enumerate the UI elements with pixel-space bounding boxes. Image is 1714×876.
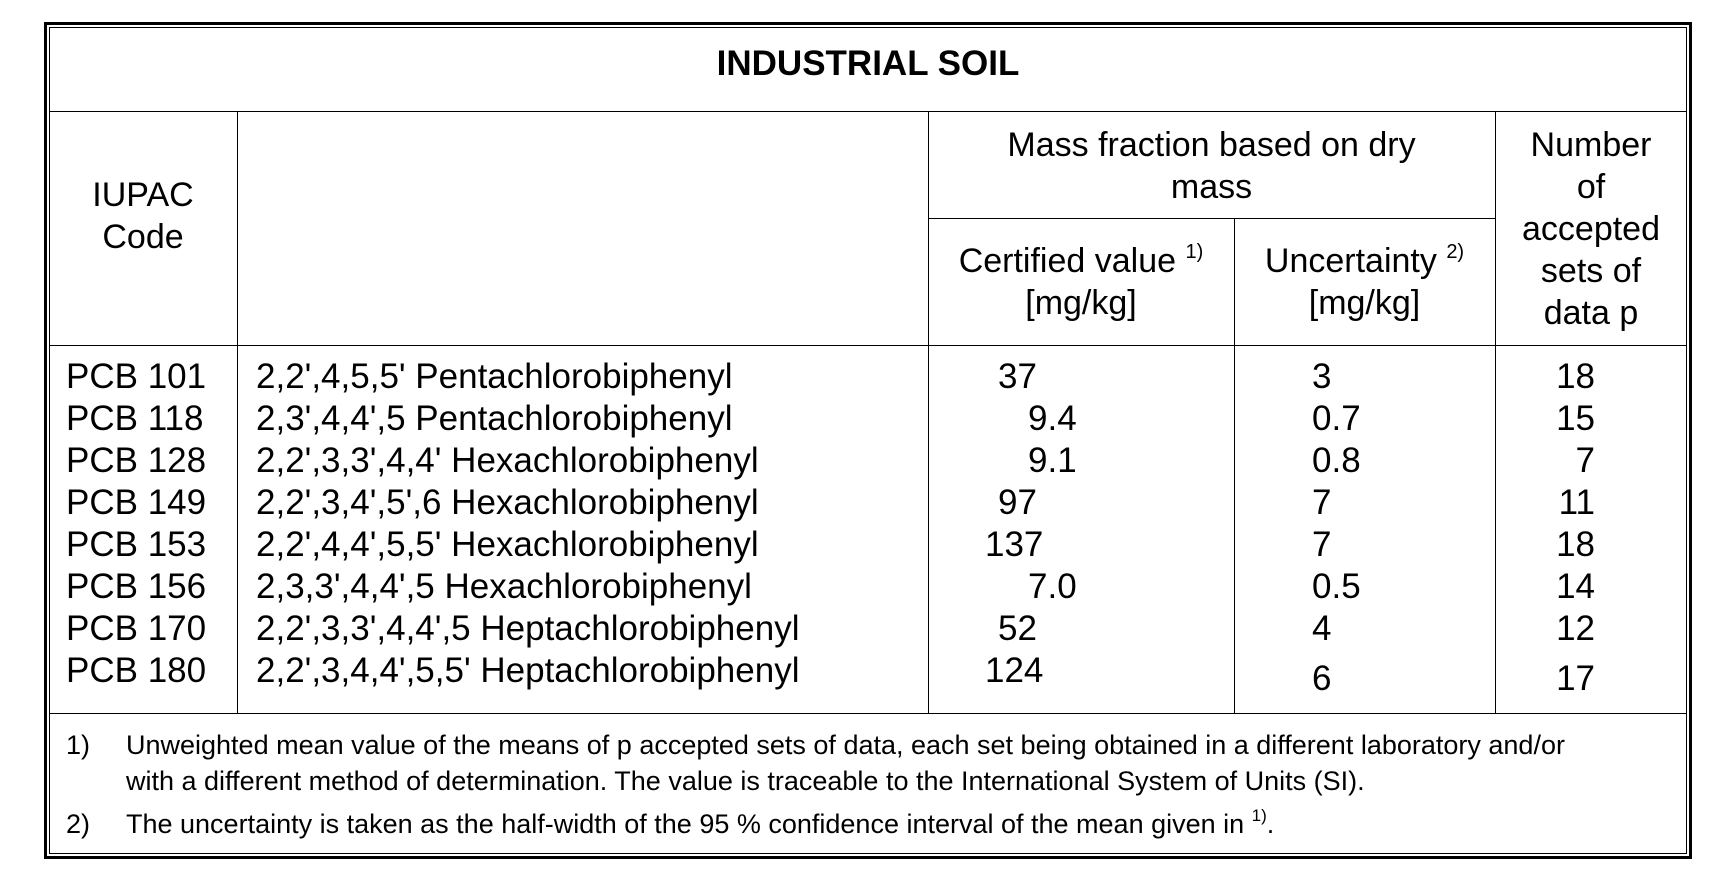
row-count: 7 xyxy=(1575,441,1595,480)
row-code: PCB 128 xyxy=(66,441,207,480)
header-certified-unit: [mg/kg] xyxy=(1025,284,1137,322)
row-count: 17 xyxy=(1556,659,1595,698)
row-compound-name: 2,2',3,4,4',5,5' Heptachlorobiphenyl xyxy=(256,651,800,690)
col-rule-code xyxy=(237,111,238,714)
footnote-2-text: The uncertainty is taken as the half-wid… xyxy=(126,806,1274,842)
header-iupac-line1: IUPAC xyxy=(92,176,194,214)
col-rule-name xyxy=(928,111,929,714)
header-iupac-line2: Code xyxy=(102,218,184,256)
row-uncertainty: 0.7 xyxy=(1312,399,1361,438)
header-certified-value: Certified value 1) [mg/kg] xyxy=(928,240,1234,324)
header-iupac-code: IUPAC Code xyxy=(49,174,237,258)
row-code: PCB 101 xyxy=(66,357,207,396)
header-number-line3: accepted xyxy=(1522,210,1660,248)
row-uncertainty: 3 xyxy=(1312,357,1332,396)
row-count: 12 xyxy=(1556,609,1595,648)
rule-below-mass-fraction xyxy=(928,218,1495,219)
row-certified-value: 37 xyxy=(998,357,1037,396)
row-certified-value: 137 xyxy=(985,525,1044,564)
header-number-line2: of xyxy=(1576,168,1606,206)
header-number-line5: data p xyxy=(1543,294,1639,332)
row-certified-value: 9.1 xyxy=(1028,441,1077,480)
row-compound-name: 2,2',3,4',5',6 Hexachlorobiphenyl xyxy=(256,483,759,522)
footnote-1-line1: Unweighted mean value of the means of p … xyxy=(126,730,1565,760)
rule-below-header xyxy=(49,345,1687,346)
table-outer-border xyxy=(44,22,1692,859)
rule-below-title xyxy=(49,111,1687,112)
row-code: PCB 180 xyxy=(66,651,207,690)
row-code: PCB 170 xyxy=(66,609,207,648)
row-compound-name: 2,3,3',4,4',5 Hexachlorobiphenyl xyxy=(256,567,752,606)
header-uncertainty: Uncertainty 2) [mg/kg] xyxy=(1234,240,1495,324)
row-compound-name: 2,3',4,4',5 Pentachlorobiphenyl xyxy=(256,399,733,438)
header-uncertainty-line1: Uncertainty 2) xyxy=(1264,241,1465,280)
header-number-of-sets: Number of accepted sets of data p xyxy=(1495,124,1687,334)
col-rule-certified xyxy=(1234,218,1235,714)
header-number-line1: Number xyxy=(1530,126,1652,164)
footnote-1-marker: 1) xyxy=(66,730,91,760)
uncertainty-footnote-ref: 2) xyxy=(1446,241,1465,263)
row-compound-name: 2,2',3,3',4,4',5 Heptachlorobiphenyl xyxy=(256,609,800,648)
header-mass-fraction: Mass fraction based on dry mass xyxy=(928,124,1495,208)
header-certified-line1: Certified value 1) xyxy=(958,241,1204,280)
row-code: PCB 149 xyxy=(66,483,207,522)
rule-above-footnotes xyxy=(49,713,1687,714)
row-uncertainty: 0.8 xyxy=(1312,441,1361,480)
col-rule-uncertainty xyxy=(1495,111,1496,714)
row-uncertainty: 6 xyxy=(1312,659,1332,698)
table-title: INDUSTRIAL SOIL xyxy=(716,44,1020,83)
certified-footnote-ref: 1) xyxy=(1185,241,1204,263)
footnote-2-period: . xyxy=(1266,809,1275,839)
row-code: PCB 153 xyxy=(66,525,207,564)
row-certified-value: 124 xyxy=(985,651,1044,690)
row-count: 15 xyxy=(1556,399,1595,438)
row-count: 18 xyxy=(1556,525,1595,564)
footnote-1-line2: with a different method of determination… xyxy=(126,766,1365,796)
row-certified-value: 9.4 xyxy=(1028,399,1077,438)
row-certified-value: 7.0 xyxy=(1028,567,1077,606)
row-code: PCB 156 xyxy=(66,567,207,606)
footnote-2-ref: 1) xyxy=(1251,806,1267,825)
row-compound-name: 2,2',3,3',4,4' Hexachlorobiphenyl xyxy=(256,441,759,480)
row-uncertainty: 7 xyxy=(1312,525,1332,564)
row-code: PCB 118 xyxy=(66,399,204,438)
header-number-line4: sets of xyxy=(1540,252,1642,290)
row-uncertainty: 7 xyxy=(1312,483,1332,522)
row-uncertainty: 0.5 xyxy=(1312,567,1361,606)
table-inner-border xyxy=(49,27,1687,854)
footnote-2-body: The uncertainty is taken as the half-wid… xyxy=(126,809,1245,839)
header-uncertainty-unit: [mg/kg] xyxy=(1308,284,1421,322)
row-uncertainty: 4 xyxy=(1312,609,1332,648)
row-count: 11 xyxy=(1558,483,1595,522)
row-count: 18 xyxy=(1556,357,1595,396)
row-compound-name: 2,2',4,5,5' Pentachlorobiphenyl xyxy=(256,357,733,396)
header-mass-fraction-line1: Mass fraction based on dry xyxy=(1007,126,1416,164)
footnote-2-marker: 2) xyxy=(66,809,91,839)
row-certified-value: 97 xyxy=(998,483,1037,522)
header-mass-fraction-line2: mass xyxy=(1170,168,1253,206)
row-count: 14 xyxy=(1556,567,1595,606)
row-certified-value: 52 xyxy=(998,609,1037,648)
row-compound-name: 2,2',4,4',5,5' Hexachlorobiphenyl xyxy=(256,525,759,564)
